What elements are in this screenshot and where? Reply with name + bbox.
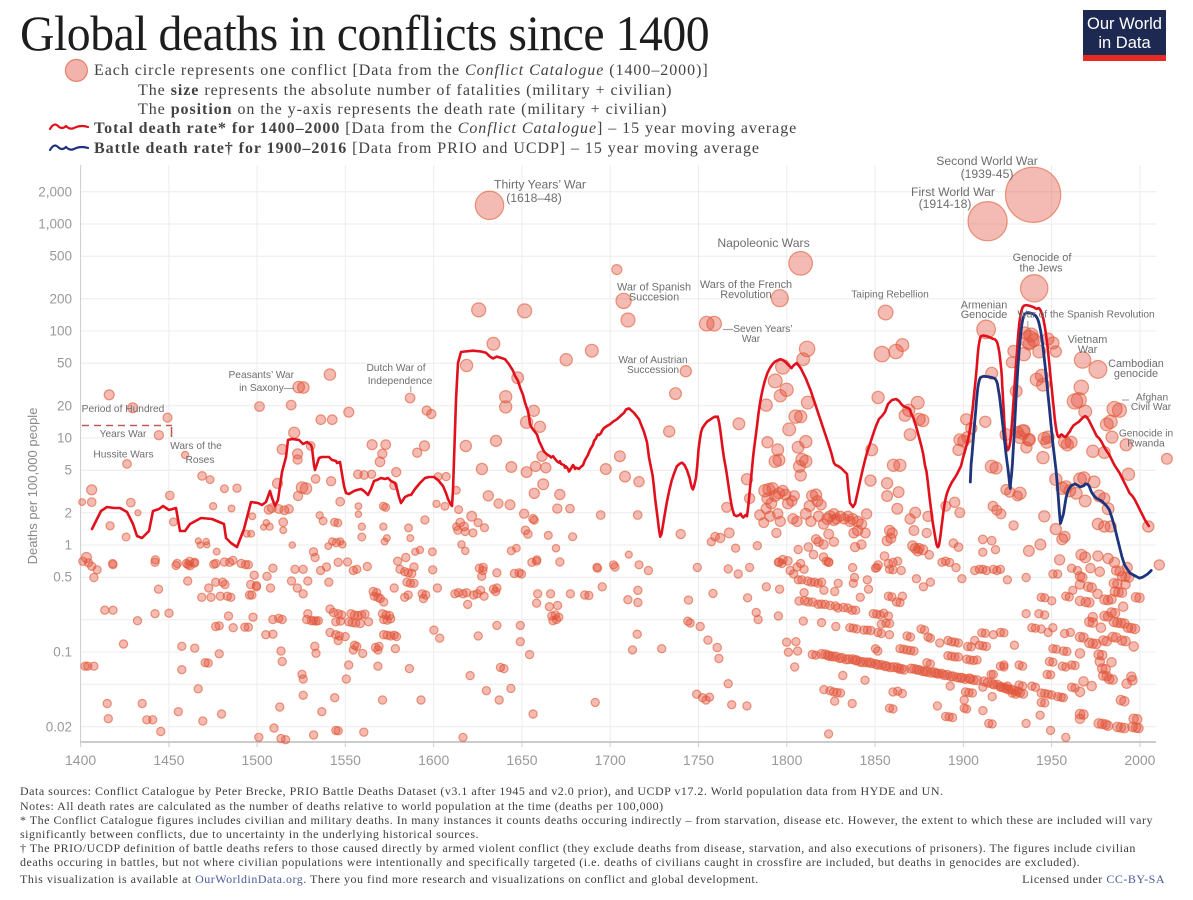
svg-text:50: 50 [57, 356, 72, 371]
svg-text:Thirty Years’ War: Thirty Years’ War [494, 178, 586, 192]
svg-text:0.02: 0.02 [46, 719, 72, 734]
svg-text:Vietnam: Vietnam [1068, 334, 1108, 346]
svg-text:the Jews: the Jews [1020, 263, 1064, 275]
svg-text:Years War: Years War [100, 429, 147, 440]
svg-text:War of the Spanish Revolution: War of the Spanish Revolution [1018, 310, 1155, 321]
svg-text:1: 1 [64, 538, 72, 553]
svg-text:5: 5 [64, 463, 72, 478]
svg-text:Rwanda: Rwanda [1127, 439, 1165, 450]
svg-text:Taiping Rebellion: Taiping Rebellion [851, 290, 929, 301]
svg-text:10: 10 [57, 431, 72, 446]
svg-text:0.1: 0.1 [53, 645, 72, 660]
svg-text:1600: 1600 [418, 752, 449, 768]
svg-text:2: 2 [64, 505, 72, 520]
svg-text:Period of Hundred: Period of Hundred [82, 404, 165, 415]
svg-text:500: 500 [49, 249, 72, 264]
svg-text:Dutch War of: Dutch War of [366, 363, 425, 374]
svg-text:Genocide of: Genocide of [1013, 252, 1073, 264]
svg-text:0.5: 0.5 [53, 570, 72, 585]
svg-text:—Seven Years’: —Seven Years’ [723, 324, 793, 335]
svg-text:2000: 2000 [1124, 752, 1155, 768]
svg-text:Genocide in: Genocide in [1119, 429, 1173, 440]
svg-text:100: 100 [49, 324, 72, 339]
svg-text:Armenian: Armenian [961, 300, 1008, 312]
svg-text:War: War [1078, 344, 1098, 356]
svg-text:Hussite Wars: Hussite Wars [93, 450, 153, 461]
svg-text:(1618–48): (1618–48) [506, 191, 562, 205]
svg-text:Succesion: Succesion [629, 292, 679, 304]
svg-text:1950: 1950 [1036, 752, 1067, 768]
svg-text:1500: 1500 [242, 752, 273, 768]
svg-text:Second World War: Second World War [936, 154, 1038, 168]
svg-text:Succession: Succession [627, 365, 679, 376]
svg-text:Wars of the: Wars of the [170, 441, 222, 452]
svg-text:War: War [742, 334, 761, 345]
svg-text:Afghan: Afghan [1136, 393, 1168, 404]
svg-text:Roses: Roses [186, 455, 215, 466]
svg-text:Genocide: Genocide [961, 309, 1008, 321]
svg-text:200: 200 [49, 291, 72, 306]
svg-text:Napoleonic Wars: Napoleonic Wars [717, 236, 809, 250]
svg-text:1450: 1450 [153, 752, 184, 768]
svg-text:1900: 1900 [948, 752, 979, 768]
svg-text:2,000: 2,000 [38, 184, 72, 199]
svg-text:1750: 1750 [683, 752, 714, 768]
svg-text:1400: 1400 [65, 752, 96, 768]
svg-text:1650: 1650 [506, 752, 537, 768]
svg-text:Deaths per 100,000 people: Deaths per 100,000 people [25, 408, 40, 565]
svg-text:First World War: First World War [911, 185, 995, 199]
svg-text:Peasants’ War: Peasants’ War [229, 370, 295, 381]
svg-text:in Saxony—: in Saxony— [239, 383, 295, 394]
svg-text:Civil War: Civil War [1131, 402, 1172, 413]
svg-text:Independence: Independence [368, 376, 433, 387]
svg-text:Wars of the French: Wars of the French [700, 279, 792, 291]
svg-text:Revolution: Revolution [720, 289, 771, 301]
svg-text:War of Austrian: War of Austrian [618, 355, 687, 366]
svg-text:Cambodian: Cambodian [1108, 358, 1164, 370]
svg-text:(1939-45): (1939-45) [961, 167, 1014, 181]
svg-text:1550: 1550 [330, 752, 361, 768]
svg-text:(1914-18): (1914-18) [919, 197, 972, 211]
svg-text:1800: 1800 [771, 752, 802, 768]
svg-text:1700: 1700 [595, 752, 626, 768]
svg-text:1,000: 1,000 [38, 217, 72, 232]
svg-text:genocide: genocide [1114, 368, 1158, 380]
svg-text:20: 20 [57, 398, 72, 413]
svg-text:War of Spanish: War of Spanish [617, 282, 691, 294]
svg-text:1850: 1850 [860, 752, 891, 768]
